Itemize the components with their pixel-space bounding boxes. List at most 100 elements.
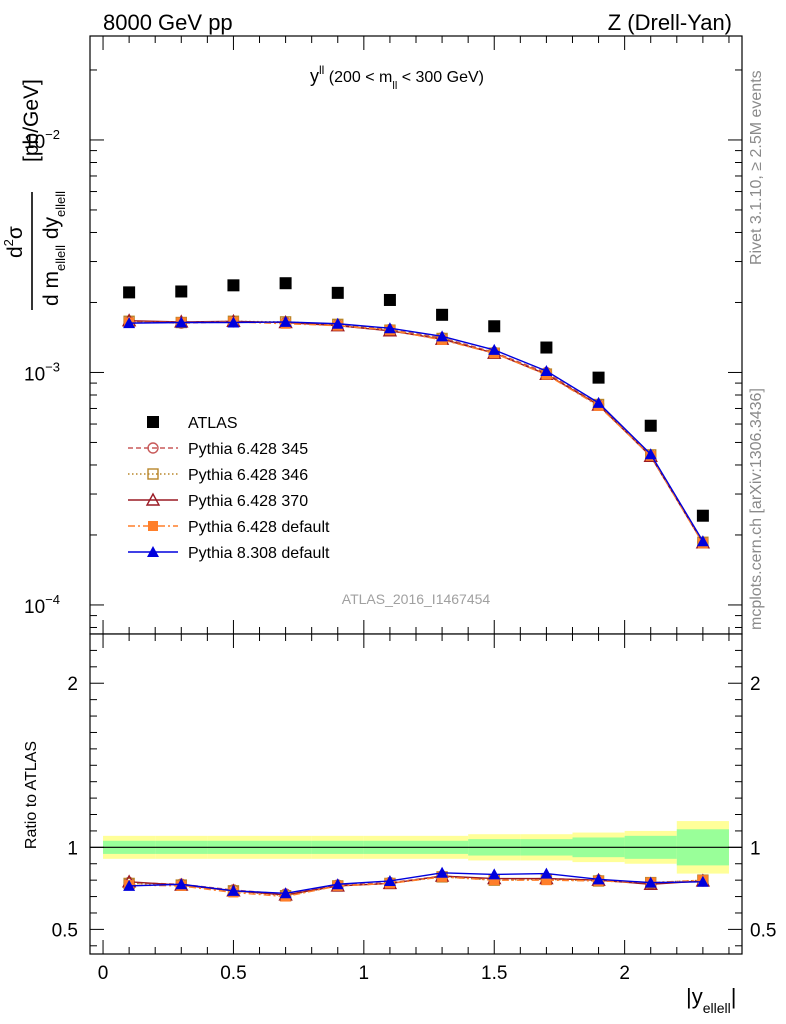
lower-panel-frame: [89, 633, 743, 955]
legend-marker-p370: [145, 492, 161, 506]
data-point-atlas: [123, 286, 136, 299]
ratio-point-p8def: [383, 874, 396, 886]
ylabel-num-sup: 2: [1, 239, 16, 246]
x-tick-label: 1: [359, 963, 370, 984]
ratio-line-p8def: [129, 872, 703, 894]
data-point-p8def: [644, 448, 657, 460]
legend-label-p6def: Pythia 6.428 default: [188, 519, 330, 536]
ratio-point-p8def: [592, 873, 605, 885]
tick-base: 10: [24, 364, 45, 385]
data-point-atlas: [488, 320, 501, 333]
lower-y-axis-label: Ratio to ATLAS: [23, 741, 40, 849]
tick-exponent: −2: [45, 127, 60, 142]
data-point-atlas: [383, 293, 396, 306]
legend: ATLAS Pythia 6.428 345 Pythia 6.428 346 Pyt…: [128, 415, 330, 562]
header-analysis-label: Z (Drell-Yan): [608, 10, 732, 35]
ylabel-den: d m: [40, 271, 63, 306]
tick-base: 10: [24, 132, 45, 153]
ratio-point-p6def: [489, 875, 500, 886]
svg-text:d mellell dyellell: d mellell dyellell: [40, 191, 68, 306]
data-point-p8def: [123, 317, 136, 329]
lower-y-tick-label-right: 0.5: [750, 920, 776, 941]
legend-label-atlas: ATLAS: [188, 415, 238, 432]
lower-panel-area: [90, 634, 742, 954]
ratio-point-p8def: [696, 875, 709, 887]
data-point-atlas: [227, 279, 240, 292]
data-point-p8def: [279, 315, 292, 327]
legend-entry-p346: Pythia 6.428 346: [128, 467, 308, 484]
tick-base: 10: [24, 597, 45, 618]
ylabel-den-sub1: ellell: [53, 245, 68, 271]
x-axis-label: |yellell|: [686, 984, 736, 1016]
data-point-p8def: [436, 330, 449, 342]
series-line-p8def: [129, 321, 704, 542]
ylabel-num: d: [4, 246, 27, 258]
ratio-point-p8def: [227, 884, 240, 896]
annotation-range-sub: ll: [392, 80, 397, 92]
data-point-p8def: [540, 364, 553, 376]
upper-y-tick-label: 10−4: [24, 592, 60, 618]
data-point-atlas: [279, 277, 292, 290]
upper-y-tick-label: 10−2: [24, 127, 60, 153]
annotation-sup: ll: [319, 63, 324, 77]
legend-entry-p8def: Pythia 8.308 default: [128, 545, 330, 562]
lower-y-tick-label-right: 1: [750, 838, 761, 859]
data-point-atlas: [592, 371, 605, 384]
data-point-p8def: [383, 322, 396, 334]
lower-y-tick-label: 2: [67, 674, 78, 695]
ratio-point-p6def: [541, 875, 552, 886]
lower-axis-ticks: 0.5 0.5 1 1 2 2 0 0.5 1 1.5 2: [52, 634, 776, 984]
legend-marker-p345: [147, 442, 159, 454]
data-point-p8def: [175, 316, 188, 328]
data-point-p8def: [696, 535, 709, 547]
lower-data-layer: [121, 866, 711, 902]
ratio-uncertainty-bands: [90, 821, 742, 874]
legend-entry-p370: Pythia 6.428 370: [128, 492, 308, 510]
ratio-point-p8def: [123, 879, 136, 891]
data-point-atlas: [696, 509, 709, 522]
ratio-line-p6def: [129, 876, 703, 898]
upper-panel: 10−410−310−2 yll (200 < mll < 300 GeV) A…: [24, 35, 743, 635]
ratio-point-p8def: [644, 876, 657, 888]
upper-y-axis-label: d2σ d mellell dyellell [pb/GeV]: [1, 79, 68, 310]
observable-annotation: yll (200 < mll < 300 GeV): [310, 63, 484, 92]
ratio-point-p8def: [436, 866, 449, 878]
data-point-atlas: [331, 286, 344, 299]
series-atlas: [123, 277, 709, 522]
data-point-p8def: [227, 316, 240, 328]
upper-data-layer: [121, 277, 711, 549]
data-point-atlas: [175, 285, 188, 298]
annotation-range-open: (200 < m: [324, 69, 392, 86]
legend-marker-p6def: [148, 521, 158, 531]
annotation-range-close: < 300 GeV): [397, 69, 484, 86]
x-tick-label: 2: [619, 963, 630, 984]
ratio-point-p8def: [488, 868, 501, 880]
lower-y-tick-label: 1: [67, 838, 78, 859]
analysis-watermark: ATLAS_2016_I1467454: [342, 591, 491, 607]
data-point-p8def: [331, 317, 344, 329]
data-point-atlas: [644, 419, 657, 432]
data-point-atlas: [540, 341, 553, 354]
lower-y-tick-label: 0.5: [52, 920, 78, 941]
x-tick-label: 1.5: [481, 963, 507, 984]
data-point-atlas: [436, 308, 449, 321]
ylabel-num-tail: σ: [4, 226, 27, 239]
annotation-main: y: [310, 66, 319, 86]
data-point-p8def: [592, 396, 605, 408]
x-tick-label: 0.5: [220, 963, 246, 984]
legend-label-p370: Pythia 6.428 370: [188, 493, 308, 510]
legend-marker-atlas: [147, 416, 159, 428]
ylabel-unit: [pb/GeV]: [20, 79, 43, 162]
legend-entry-p6def: Pythia 6.428 default: [128, 519, 330, 536]
legend-marker-p346: [147, 468, 159, 480]
ratio-point-p8def: [331, 878, 344, 890]
x-tick-label: 0: [98, 963, 109, 984]
data-point-p8def: [488, 343, 501, 355]
upper-y-tick-label: 10−3: [24, 359, 60, 385]
tick-exponent: −3: [45, 359, 60, 374]
legend-label-p346: Pythia 6.428 346: [188, 467, 308, 484]
ratio-series-p8def: [123, 866, 709, 899]
legend-label-p8def: Pythia 8.308 default: [188, 545, 330, 562]
ylabel-den-mid: dy: [40, 216, 63, 245]
